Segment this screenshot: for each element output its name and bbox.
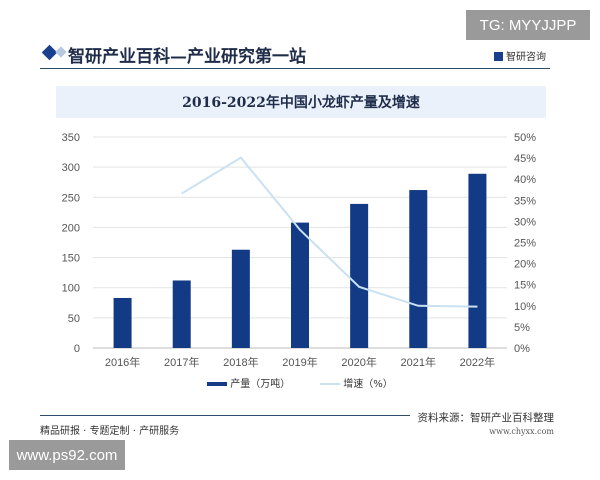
bar [113,297,132,348]
legend-swatch [320,383,341,385]
y-right-tick-label: 30% [514,216,536,228]
y-right-tick-label: 25% [514,238,536,250]
legend-label: 产量（万吨） [230,379,291,390]
x-tick-label: 2022年 [460,355,495,369]
y-right-tick-label: 5% [514,322,530,334]
x-tick-label: 2019年 [282,355,317,369]
source-note: 资料来源：智研产业百科整理 [417,412,555,424]
y-right-tick-label: 35% [514,195,536,207]
y-left-tick-label: 50 [68,313,80,325]
bar [409,190,428,348]
x-tick-label: 2018年 [223,355,258,369]
legend-swatch [207,382,228,386]
y-left-tick-label: 250 [62,192,80,204]
source-url: www.chyxx.com [489,427,554,436]
y-left-tick-label: 300 [62,162,80,174]
y-left-tick-label: 350 [62,132,80,144]
bar [350,203,369,348]
x-tick-label: 2016年 [105,355,140,369]
y-right-tick-label: 20% [514,259,536,271]
bar [172,280,191,348]
bar [231,249,250,348]
brand-name: 智研咨询 [506,52,546,63]
tg-watermark: TG: MYYJJPP [466,10,590,40]
y-left-tick-label: 0 [74,343,80,355]
footer-divider [40,415,410,416]
bar [468,173,487,348]
brand: 智研咨询 [494,48,546,63]
x-tick-label: 2021年 [401,355,436,369]
x-tick-label: 2020年 [341,355,376,369]
y-left-tick-label: 200 [62,222,80,234]
header-title: 智研产业百科—产业研究第一站 [68,47,306,67]
y-left-tick-label: 100 [62,283,80,295]
y-right-tick-label: 45% [514,153,536,165]
site-watermark: www.ps92.com [9,440,125,470]
bar [291,222,309,348]
header: 智研产业百科—产业研究第一站 智研咨询 [40,40,550,69]
y-right-tick-label: 15% [514,280,536,292]
y-left-tick-label: 150 [62,253,80,265]
footer-tagline: 精品研报 · 专题定制 · 产研服务 [40,426,180,437]
legend: 产量（万吨） 增速（%） [0,375,600,390]
chart-title: 2016-2022年中国小龙虾产量及增速 [56,86,546,118]
legend-item-production: 产量（万吨） [207,375,290,390]
y-right-tick-label: 10% [514,301,536,313]
legend-item-growth: 增速（%） [320,375,393,390]
legend-label: 增速（%） [343,379,393,390]
brand-logo-icon [494,52,503,61]
x-tick-label: 2017年 [164,355,199,369]
y-right-tick-label: 50% [514,132,536,144]
y-right-tick-label: 40% [514,174,536,186]
y-right-tick-label: 0% [514,343,530,355]
growth-line [181,156,478,308]
